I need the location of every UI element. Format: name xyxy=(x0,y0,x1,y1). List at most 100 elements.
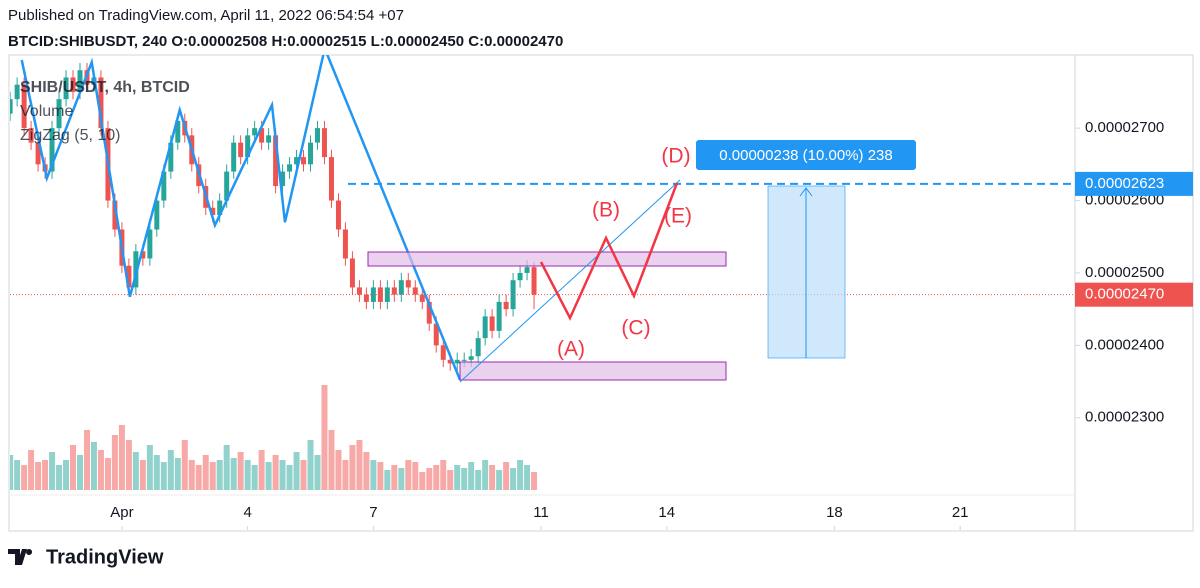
volume-bar xyxy=(335,450,342,490)
candle-body xyxy=(273,135,279,187)
volume-bar xyxy=(412,462,419,490)
candle-body xyxy=(531,267,537,295)
candle-body xyxy=(503,301,509,310)
candle-body xyxy=(154,200,160,230)
wave-label: (E) xyxy=(664,205,692,228)
wave-label: (C) xyxy=(621,317,650,340)
volume-bar xyxy=(139,460,146,490)
candle-body xyxy=(301,157,307,165)
volume-bar xyxy=(251,465,258,490)
volume-bar xyxy=(468,462,475,490)
candle-body xyxy=(482,316,488,339)
candle-body xyxy=(496,301,502,331)
candle-body xyxy=(461,359,467,361)
candle-body xyxy=(35,142,41,165)
candle-body xyxy=(28,128,34,143)
candle-body xyxy=(328,157,334,201)
volume-bar xyxy=(496,470,503,490)
volume-bar xyxy=(398,468,405,490)
logo-icon xyxy=(8,549,33,565)
published-line: Published on TradingView.com, April 11, … xyxy=(8,7,404,24)
candle-body xyxy=(517,272,523,281)
candle-body xyxy=(133,251,139,288)
volume-bar xyxy=(300,460,307,490)
volume-bar xyxy=(146,445,153,490)
candle-body xyxy=(56,99,62,129)
volume-bar xyxy=(14,460,21,490)
x-tick-label: 4 xyxy=(243,504,251,521)
wave-path xyxy=(539,182,679,321)
volume-bar xyxy=(503,462,510,490)
candle-body xyxy=(426,301,432,324)
volume-bar xyxy=(237,452,244,490)
plot xyxy=(10,55,538,490)
y-tick-label: 0.00002700 xyxy=(1085,119,1164,136)
volume-bar xyxy=(419,472,426,490)
volume-bar xyxy=(10,455,14,490)
candle-body xyxy=(321,128,327,158)
volume-bar xyxy=(265,462,272,490)
volume-bar xyxy=(314,455,321,490)
candle-body xyxy=(224,171,230,201)
volume-bar xyxy=(174,458,181,490)
volume-bar xyxy=(167,450,174,490)
candle-body xyxy=(468,356,474,360)
volume-bar xyxy=(279,460,286,490)
candle-body xyxy=(294,157,300,165)
wave-label: (D) xyxy=(661,145,690,168)
volume-bar xyxy=(195,465,202,490)
volume-bar xyxy=(433,465,440,490)
volume-bar xyxy=(230,458,237,490)
candle-body xyxy=(433,323,439,346)
volume-bar xyxy=(286,465,293,490)
volume-bar xyxy=(440,460,447,490)
x-tick-label: 7 xyxy=(369,504,377,521)
candle-body xyxy=(280,171,286,187)
volume-bar xyxy=(531,472,538,490)
legend: SHIB/USDT, 4h, BTCID Volume ZigZag (5, 1… xyxy=(20,79,190,144)
volume-bar xyxy=(258,450,265,490)
candle-body xyxy=(217,200,223,216)
candle-body xyxy=(245,135,251,158)
x-tick-label: 18 xyxy=(826,504,843,521)
volume-bar xyxy=(405,460,412,490)
legend-zigzag: ZigZag (5, 10) xyxy=(20,127,120,144)
candle-body xyxy=(335,200,341,230)
candle-body xyxy=(447,359,453,364)
drawings: (A) (B) (C) (D) (E) 0.00000238 (10.00%) … xyxy=(367,140,916,383)
volume-bar xyxy=(111,435,118,490)
volume-bar xyxy=(524,465,531,490)
candle-body xyxy=(63,77,69,100)
wave-label: (A) xyxy=(557,338,585,361)
candle-body xyxy=(315,128,321,143)
volume-bar xyxy=(363,452,370,490)
candle-body xyxy=(475,338,481,357)
volume-bar xyxy=(21,465,28,490)
volume-bar xyxy=(377,462,384,490)
volume-bar xyxy=(97,450,104,490)
volume-bar xyxy=(454,465,461,490)
range-arrowhead xyxy=(799,187,813,197)
candle-body xyxy=(238,142,244,158)
logo: TradingView xyxy=(8,546,164,568)
volume-bar xyxy=(356,440,363,490)
candle-body xyxy=(14,84,20,100)
candle-body xyxy=(454,359,460,364)
candle-body xyxy=(259,128,265,143)
volume-bar xyxy=(56,465,63,490)
volume-bar xyxy=(426,468,433,490)
candle-body xyxy=(49,128,55,172)
candle-body xyxy=(419,294,425,302)
volume-bar xyxy=(293,452,300,490)
candle-body xyxy=(161,171,167,201)
volume-bar xyxy=(482,460,489,490)
volume-bar xyxy=(370,460,377,490)
volume-bar xyxy=(349,445,356,490)
volume-bar xyxy=(216,460,223,490)
volume-bar xyxy=(76,455,83,490)
candle-body xyxy=(70,77,76,92)
volume-bar xyxy=(63,460,70,490)
volume-bar xyxy=(69,445,76,490)
volume-bar xyxy=(181,440,188,490)
